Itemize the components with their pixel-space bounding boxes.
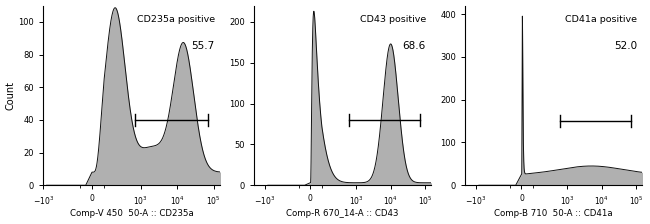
- Text: CD43 positive: CD43 positive: [359, 15, 426, 24]
- X-axis label: Comp-B 710  50-A :: CD41a: Comp-B 710 50-A :: CD41a: [495, 209, 613, 218]
- Text: CD41a positive: CD41a positive: [565, 15, 637, 24]
- Text: 55.7: 55.7: [192, 41, 215, 52]
- X-axis label: Comp-V 450  50-A :: CD235a: Comp-V 450 50-A :: CD235a: [70, 209, 194, 218]
- X-axis label: Comp-R 670_14-A :: CD43: Comp-R 670_14-A :: CD43: [287, 209, 399, 218]
- Text: 68.6: 68.6: [402, 41, 426, 52]
- Text: 52.0: 52.0: [614, 41, 637, 52]
- Text: CD235a positive: CD235a positive: [136, 15, 214, 24]
- Y-axis label: Count: Count: [6, 81, 16, 110]
